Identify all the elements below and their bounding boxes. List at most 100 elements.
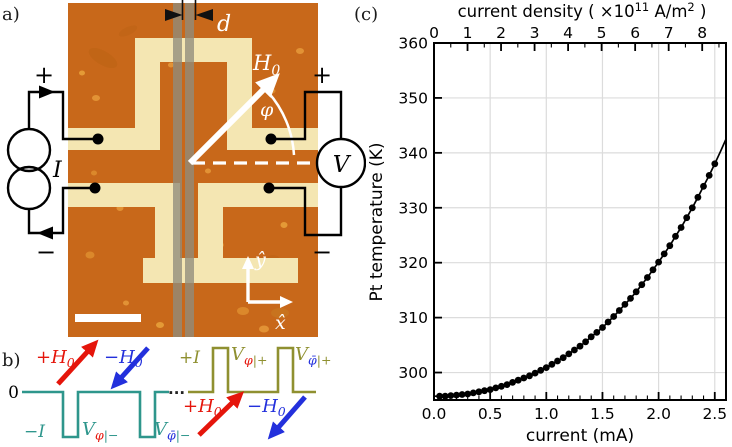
y-tick-label: 310 [398, 309, 428, 327]
y-tick-label: 330 [398, 199, 428, 217]
circuit: I + − V + − [6, 61, 366, 266]
plus-I-label: +I [179, 348, 200, 368]
voltmeter-circle [315, 137, 366, 189]
data-point [672, 232, 679, 240]
current-source-label: I [52, 158, 63, 183]
data-point [531, 369, 539, 377]
data-point [604, 318, 612, 326]
data-point [677, 224, 685, 231]
top-tick-label: 6 [630, 24, 640, 42]
v-phi-plus-label: Vφ|+ [231, 344, 267, 368]
data-point [593, 329, 601, 336]
data-point [655, 258, 662, 266]
panel-a: a) [2, 0, 366, 337]
data-point [498, 382, 505, 390]
minus-I-label: −I [24, 422, 45, 442]
data-point [559, 354, 567, 362]
left-minus-sign: − [36, 238, 56, 266]
minus-H-arrow-1-icon [110, 346, 150, 390]
plot-frame [433, 42, 727, 401]
y-hat-label: ŷ [254, 249, 266, 271]
top-tick-label: 7 [664, 24, 674, 42]
right-minus-sign: − [312, 238, 332, 266]
data-point [548, 360, 556, 368]
x-tick-label: 0.0 [422, 405, 447, 423]
current-wire-top [27, 90, 93, 141]
y-tick-label: 340 [398, 144, 428, 162]
pt-strip-right [185, 3, 194, 337]
data-point [486, 386, 494, 393]
data-point [447, 392, 455, 399]
top-axis-title: current density ( ×1011 A/m2 ) [458, 0, 707, 21]
data-point [526, 372, 533, 380]
upper-ring-left-arm [135, 38, 160, 150]
data-points [436, 160, 719, 400]
y-tick-label: 360 [398, 35, 428, 53]
pulse-train-negative [22, 390, 169, 439]
gap-label: d [217, 12, 231, 37]
data-point [571, 346, 578, 354]
data-point [638, 281, 646, 289]
phi-label: φ [260, 99, 274, 121]
data-point [441, 392, 449, 400]
current-source-circle-bottom [6, 165, 52, 211]
h0-label: H0 [252, 51, 280, 79]
y-axis-title: Pt temperature (K) [367, 143, 387, 302]
data-point [683, 214, 691, 222]
gap-arrow-left-icon [165, 9, 183, 21]
data-point [615, 307, 623, 314]
top-tick-label: 8 [697, 24, 707, 42]
panel-b: b) 0 ... −I +I Vφ|− Vφ̄|− Vφ|+ Vφ̄|+ +H0… [2, 339, 331, 443]
data-point [666, 242, 674, 250]
gap-marker: d [165, 0, 231, 37]
panel-b-label: b) [2, 350, 21, 371]
field-annotation: H0 φ [187, 51, 315, 166]
data-point [711, 160, 719, 168]
x-tick-label: 1.0 [534, 405, 559, 423]
y-tick-label: 320 [398, 254, 428, 272]
data-point [582, 338, 589, 346]
data-point [503, 381, 511, 388]
top-tick-label: 1 [463, 24, 473, 42]
pulse-train-positive [188, 346, 316, 394]
data-point [514, 376, 522, 384]
x-tick-label: 2.0 [646, 405, 671, 423]
data-point [453, 391, 460, 399]
data-point [632, 288, 640, 296]
data-point [520, 374, 528, 382]
panel-c-label: (c) [354, 4, 378, 25]
ellipsis: ... [168, 380, 185, 398]
minus-H-label-2: −H0 [247, 396, 286, 419]
data-point [660, 250, 668, 258]
x-tick-label: 1.5 [590, 405, 615, 423]
voltmeter-label: V [333, 152, 352, 178]
data-point [565, 350, 573, 358]
data-point [458, 391, 466, 398]
data-point [475, 388, 483, 396]
pt-strip-left [173, 3, 182, 337]
h0-arrow-icon [187, 73, 280, 166]
x-tick-label: 2.5 [702, 405, 727, 423]
data-point [599, 324, 606, 331]
data-point [649, 266, 657, 274]
top-tick-label: 0 [429, 24, 439, 42]
data-point [576, 342, 584, 350]
data-point [705, 172, 713, 179]
data-line [434, 138, 727, 398]
chart-layer: 0.0 0.5 1.0 1.5 2.0 2.5 300 310 320 330 340 350 3600… [398, 24, 727, 423]
v-phibar-minus-label: Vφ̄|− [154, 419, 190, 443]
v-phi-minus-label: Vφ|− [82, 419, 118, 443]
data-point [464, 390, 472, 398]
minus-H-label-1: −H0 [104, 347, 143, 370]
x-hat-label: x̂ [275, 312, 286, 334]
data-point [610, 313, 618, 320]
plus-H-arrow-1-icon [56, 339, 99, 386]
y-tick-label: 350 [398, 89, 428, 107]
top-tick-label: 2 [496, 24, 506, 42]
y-tick-label: 300 [398, 364, 428, 382]
ticks [433, 42, 720, 400]
scale-bar [75, 314, 141, 322]
data-point [492, 384, 500, 392]
plus-H-label-1: +H0 [36, 347, 75, 370]
